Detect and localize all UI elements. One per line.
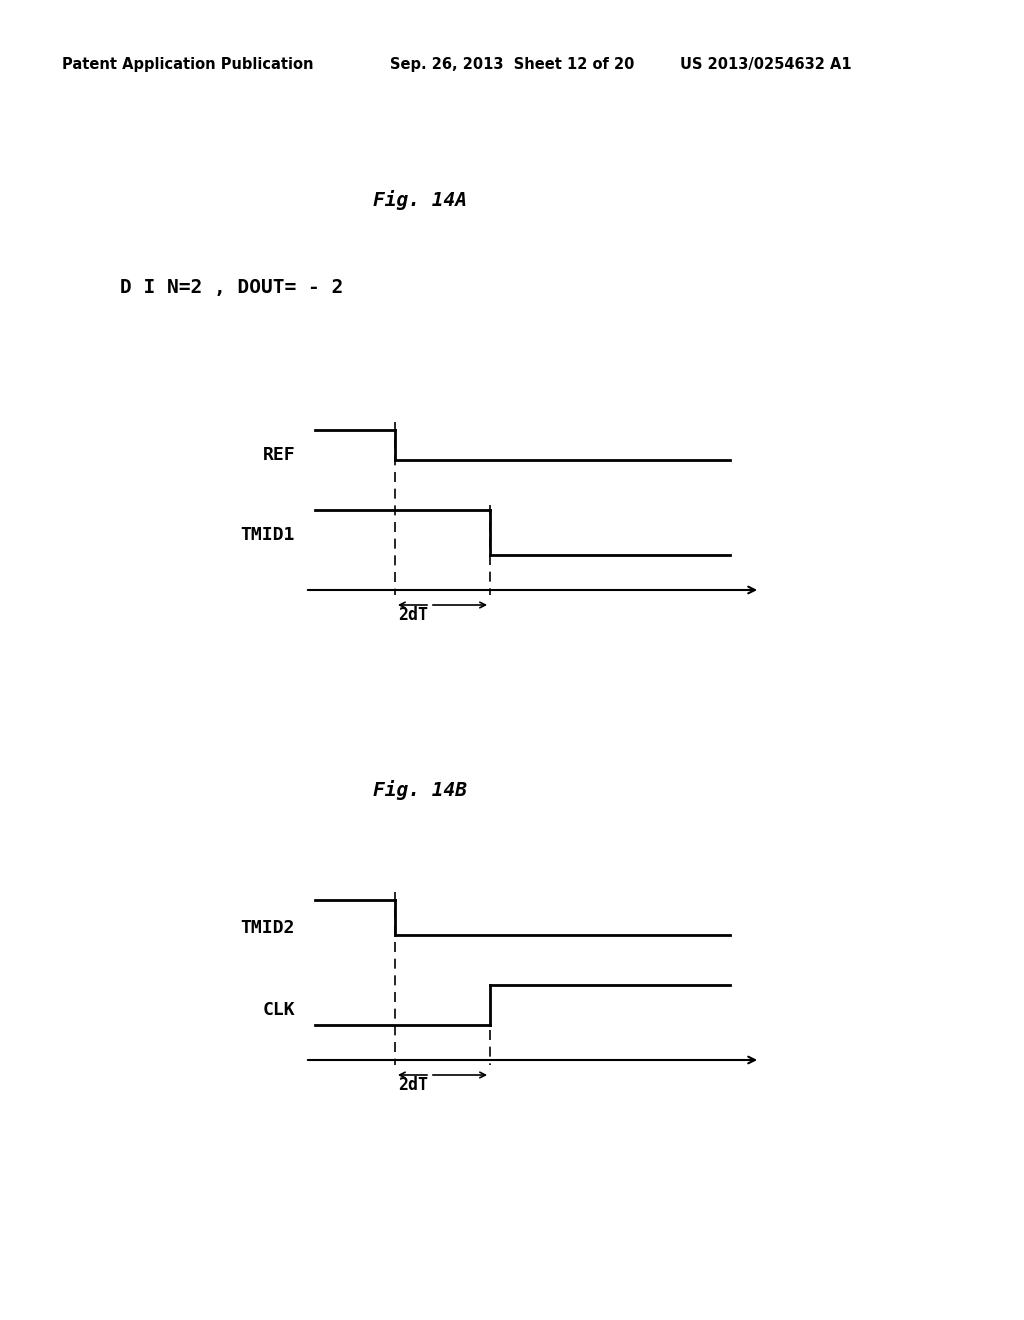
- Text: Fig. 14A: Fig. 14A: [373, 190, 467, 210]
- Text: Sep. 26, 2013  Sheet 12 of 20: Sep. 26, 2013 Sheet 12 of 20: [390, 58, 635, 73]
- Text: REF: REF: [262, 446, 295, 465]
- Text: CLK: CLK: [262, 1001, 295, 1019]
- Text: 2dT: 2dT: [398, 606, 428, 624]
- Text: TMID1: TMID1: [241, 525, 295, 544]
- Text: US 2013/0254632 A1: US 2013/0254632 A1: [680, 58, 852, 73]
- Text: Patent Application Publication: Patent Application Publication: [62, 58, 313, 73]
- Text: Fig. 14B: Fig. 14B: [373, 780, 467, 800]
- Text: 2dT: 2dT: [398, 1076, 428, 1094]
- Text: TMID2: TMID2: [241, 919, 295, 937]
- Text: D I N=2 , DOUT= - 2: D I N=2 , DOUT= - 2: [120, 279, 343, 297]
